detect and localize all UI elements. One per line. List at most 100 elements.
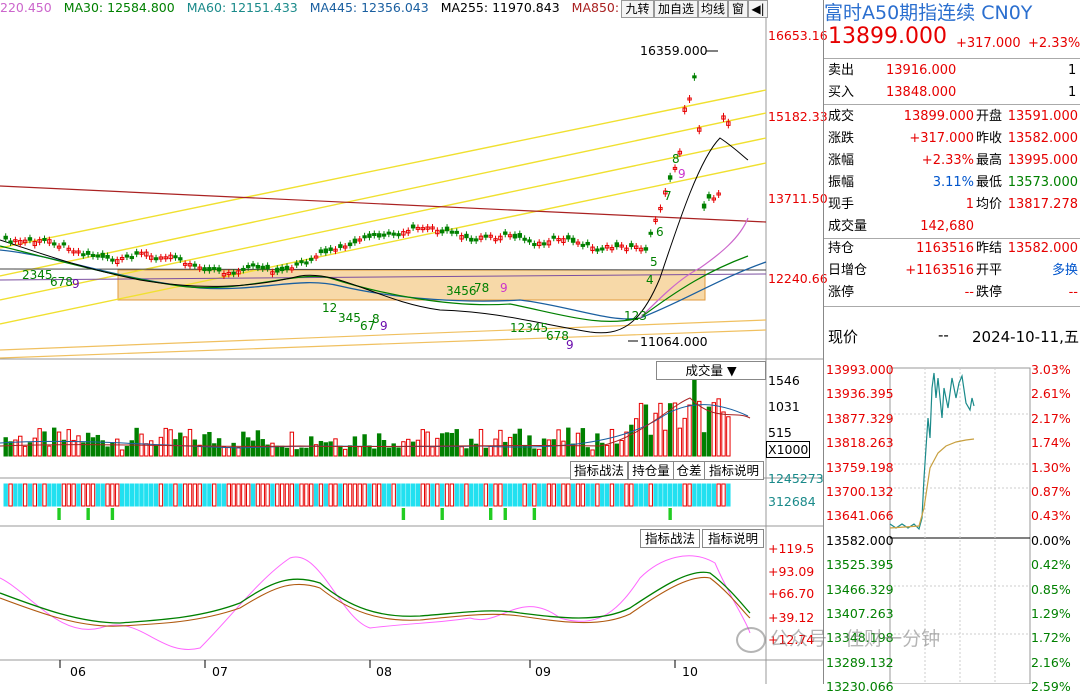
volume-bar bbox=[697, 400, 702, 457]
now-value: -- bbox=[938, 326, 949, 344]
ma-first: 220.450 bbox=[0, 0, 52, 15]
volume-bar bbox=[187, 428, 193, 457]
volume-bar bbox=[444, 432, 450, 457]
volume-bar bbox=[173, 439, 178, 457]
oi-bar bbox=[566, 483, 571, 507]
svg-text:8: 8 bbox=[672, 152, 680, 166]
intraday-right-tick: 1.29% bbox=[1031, 606, 1071, 621]
oi-bar bbox=[580, 483, 586, 507]
oi-bar bbox=[333, 483, 338, 507]
volume-bar bbox=[226, 446, 232, 457]
oi-negative-bar bbox=[401, 508, 406, 520]
osc-strategy-button[interactable]: 指标战法 bbox=[640, 529, 700, 548]
vol-axis-1: 1546 bbox=[768, 373, 800, 388]
osc-axis-4: +39.12 bbox=[768, 610, 815, 625]
stat-label2-2: 最高 bbox=[976, 153, 1003, 168]
intraday-right-tick: 2.59% bbox=[1031, 679, 1071, 694]
volume-bar bbox=[604, 444, 610, 457]
oi-bar bbox=[275, 483, 280, 507]
volume-bar bbox=[556, 429, 561, 457]
intraday-left-tick: 13818.263 bbox=[826, 435, 894, 451]
intraday-right-tick: 1.30% bbox=[1031, 459, 1071, 475]
intraday-right-tick: 3.03% bbox=[1031, 362, 1071, 377]
add-watchlist-button[interactable]: 加自选 bbox=[654, 0, 698, 18]
volume-bar bbox=[711, 402, 716, 457]
volume-bar bbox=[115, 438, 120, 457]
oi-bar bbox=[595, 483, 600, 507]
stat-label2-1: 开平 bbox=[976, 263, 1003, 278]
volume-bar bbox=[677, 427, 683, 457]
oi-bar bbox=[221, 483, 227, 507]
ma-lines-button[interactable]: 均线 bbox=[698, 0, 728, 18]
oi-bar bbox=[488, 483, 493, 507]
oi-bar bbox=[677, 483, 683, 507]
volume-bar bbox=[260, 439, 265, 457]
intraday-chart[interactable] bbox=[824, 358, 1080, 684]
oi-bar bbox=[614, 483, 619, 507]
oi-bar bbox=[570, 483, 576, 507]
oi-bar bbox=[648, 483, 653, 507]
oi-bar bbox=[52, 483, 57, 507]
volume-bar bbox=[692, 375, 697, 457]
ma255-line bbox=[0, 268, 767, 271]
oi-bar bbox=[347, 483, 353, 507]
volume-bar bbox=[726, 416, 731, 457]
ma-pink-line bbox=[639, 217, 749, 319]
jiuzhuan-button[interactable]: 九转 bbox=[621, 0, 654, 18]
oi-bar bbox=[396, 483, 401, 507]
osc-help-button[interactable]: 指标说明 bbox=[702, 529, 764, 548]
oi-bar bbox=[18, 483, 23, 507]
intraday-left-tick: 13407.263 bbox=[826, 606, 894, 621]
month-08: 08 bbox=[376, 664, 392, 679]
oi-bar bbox=[459, 483, 464, 507]
stat-label-3: 振幅 bbox=[828, 175, 855, 190]
oi-bar bbox=[711, 483, 716, 507]
volume-bar bbox=[643, 404, 649, 457]
intraday-right-tick: 0.00% bbox=[1031, 532, 1071, 548]
oi-bar bbox=[473, 483, 479, 507]
oi-bar bbox=[706, 483, 712, 507]
window-button[interactable]: 窗 bbox=[728, 0, 748, 18]
oi-negative-bar bbox=[440, 508, 444, 520]
osc-line-brown bbox=[0, 576, 751, 627]
oi-strategy-button[interactable]: 指标战法 bbox=[570, 461, 628, 480]
price-axis-2: 15182.33 bbox=[768, 109, 828, 124]
oi-bar bbox=[289, 483, 295, 507]
price-axis-4: 12240.66 bbox=[768, 271, 828, 286]
oi-bar bbox=[66, 483, 71, 507]
stat-value-0: 13899.000 bbox=[903, 109, 974, 124]
volume-bar bbox=[275, 445, 280, 457]
volume-bar bbox=[95, 434, 101, 457]
oi-bar bbox=[76, 483, 81, 507]
oi-bar bbox=[265, 483, 270, 507]
stat-value2-2: 13995.000 bbox=[1007, 153, 1078, 168]
oi-help-button[interactable]: 指标说明 bbox=[704, 461, 764, 480]
wechat-icon bbox=[736, 626, 766, 653]
oi-bar bbox=[42, 483, 47, 507]
volume-indicator-select[interactable]: 成交量 ▼ bbox=[656, 361, 766, 380]
intraday-left-tick: 13348.198 bbox=[826, 630, 894, 646]
volume-bar bbox=[119, 449, 125, 457]
intraday-left-tick: 13582.000 bbox=[826, 532, 894, 548]
price-axis-1: 16653.16 bbox=[768, 28, 828, 43]
oi-bar bbox=[692, 483, 697, 507]
volume-bar bbox=[323, 442, 329, 457]
oi-diff-button[interactable]: 仓差 bbox=[673, 461, 705, 480]
volume-bar bbox=[284, 447, 290, 457]
oi-bar bbox=[226, 483, 232, 507]
volume-bar bbox=[425, 431, 430, 457]
oi-bar bbox=[527, 483, 532, 507]
oi-axis-1: 1245273 bbox=[768, 471, 824, 486]
volume-bar bbox=[376, 433, 382, 457]
intraday-right-tick: 2.61% bbox=[1031, 386, 1071, 402]
volume-bar bbox=[415, 439, 421, 457]
oi-bar bbox=[440, 483, 445, 507]
open-interest-button[interactable]: 持仓量 bbox=[628, 461, 674, 480]
stat-value-1: +317.000 bbox=[909, 131, 974, 146]
collapse-icon[interactable]: ◀| bbox=[748, 0, 768, 18]
volume-bar bbox=[318, 440, 324, 457]
svg-text:3456: 3456 bbox=[446, 284, 477, 298]
svg-text:12: 12 bbox=[322, 301, 337, 315]
volume-bar bbox=[66, 429, 71, 457]
